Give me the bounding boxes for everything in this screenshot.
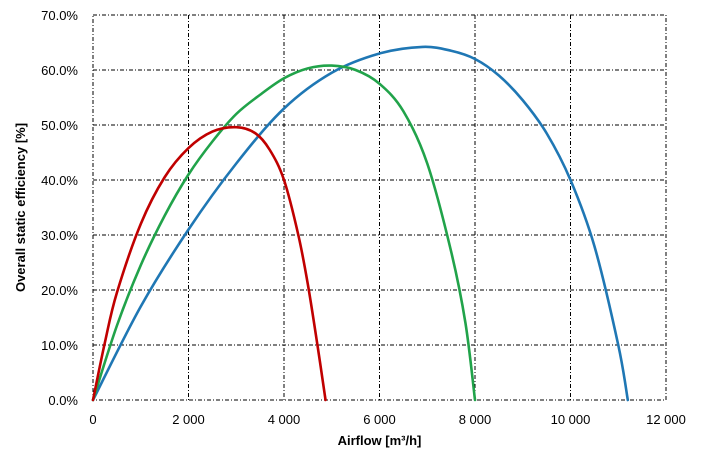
y-tick-label: 60.0% [41, 63, 78, 78]
y-tick-label: 50.0% [41, 118, 78, 133]
plot-area-frame [92, 14, 667, 401]
y-tick-label: 10.0% [41, 338, 78, 353]
series-blue-line [91, 45, 630, 402]
x-tick-label: 6 000 [363, 412, 396, 427]
x-tick-label: 2 000 [172, 412, 205, 427]
x-tick-label: 0 [89, 412, 96, 427]
series-layer [91, 45, 630, 402]
y-axis-ticks: 0.0% 10.0% 20.0% 30.0% 40.0% 50.0% 60.0% 70.0% [41, 8, 78, 408]
y-tick-label: 0.0% [48, 393, 78, 408]
x-axis-ticks: 0 2 000 4 000 6 000 8 000 10 000 12 000 [89, 412, 686, 427]
series-green-line [91, 64, 477, 402]
y-tick-label: 20.0% [41, 283, 78, 298]
x-tick-label: 4 000 [268, 412, 301, 427]
grid [93, 15, 666, 400]
series-red-line [91, 125, 327, 402]
x-tick-label: 12 000 [646, 412, 686, 427]
x-axis-title: Airflow [m³/h] [338, 433, 422, 448]
y-axis-title: Overall static efficiency [%] [13, 123, 28, 292]
y-tick-label: 30.0% [41, 228, 78, 243]
y-tick-label: 70.0% [41, 8, 78, 23]
x-tick-label: 8 000 [459, 412, 492, 427]
x-tick-label: 10 000 [551, 412, 591, 427]
y-tick-label: 40.0% [41, 173, 78, 188]
